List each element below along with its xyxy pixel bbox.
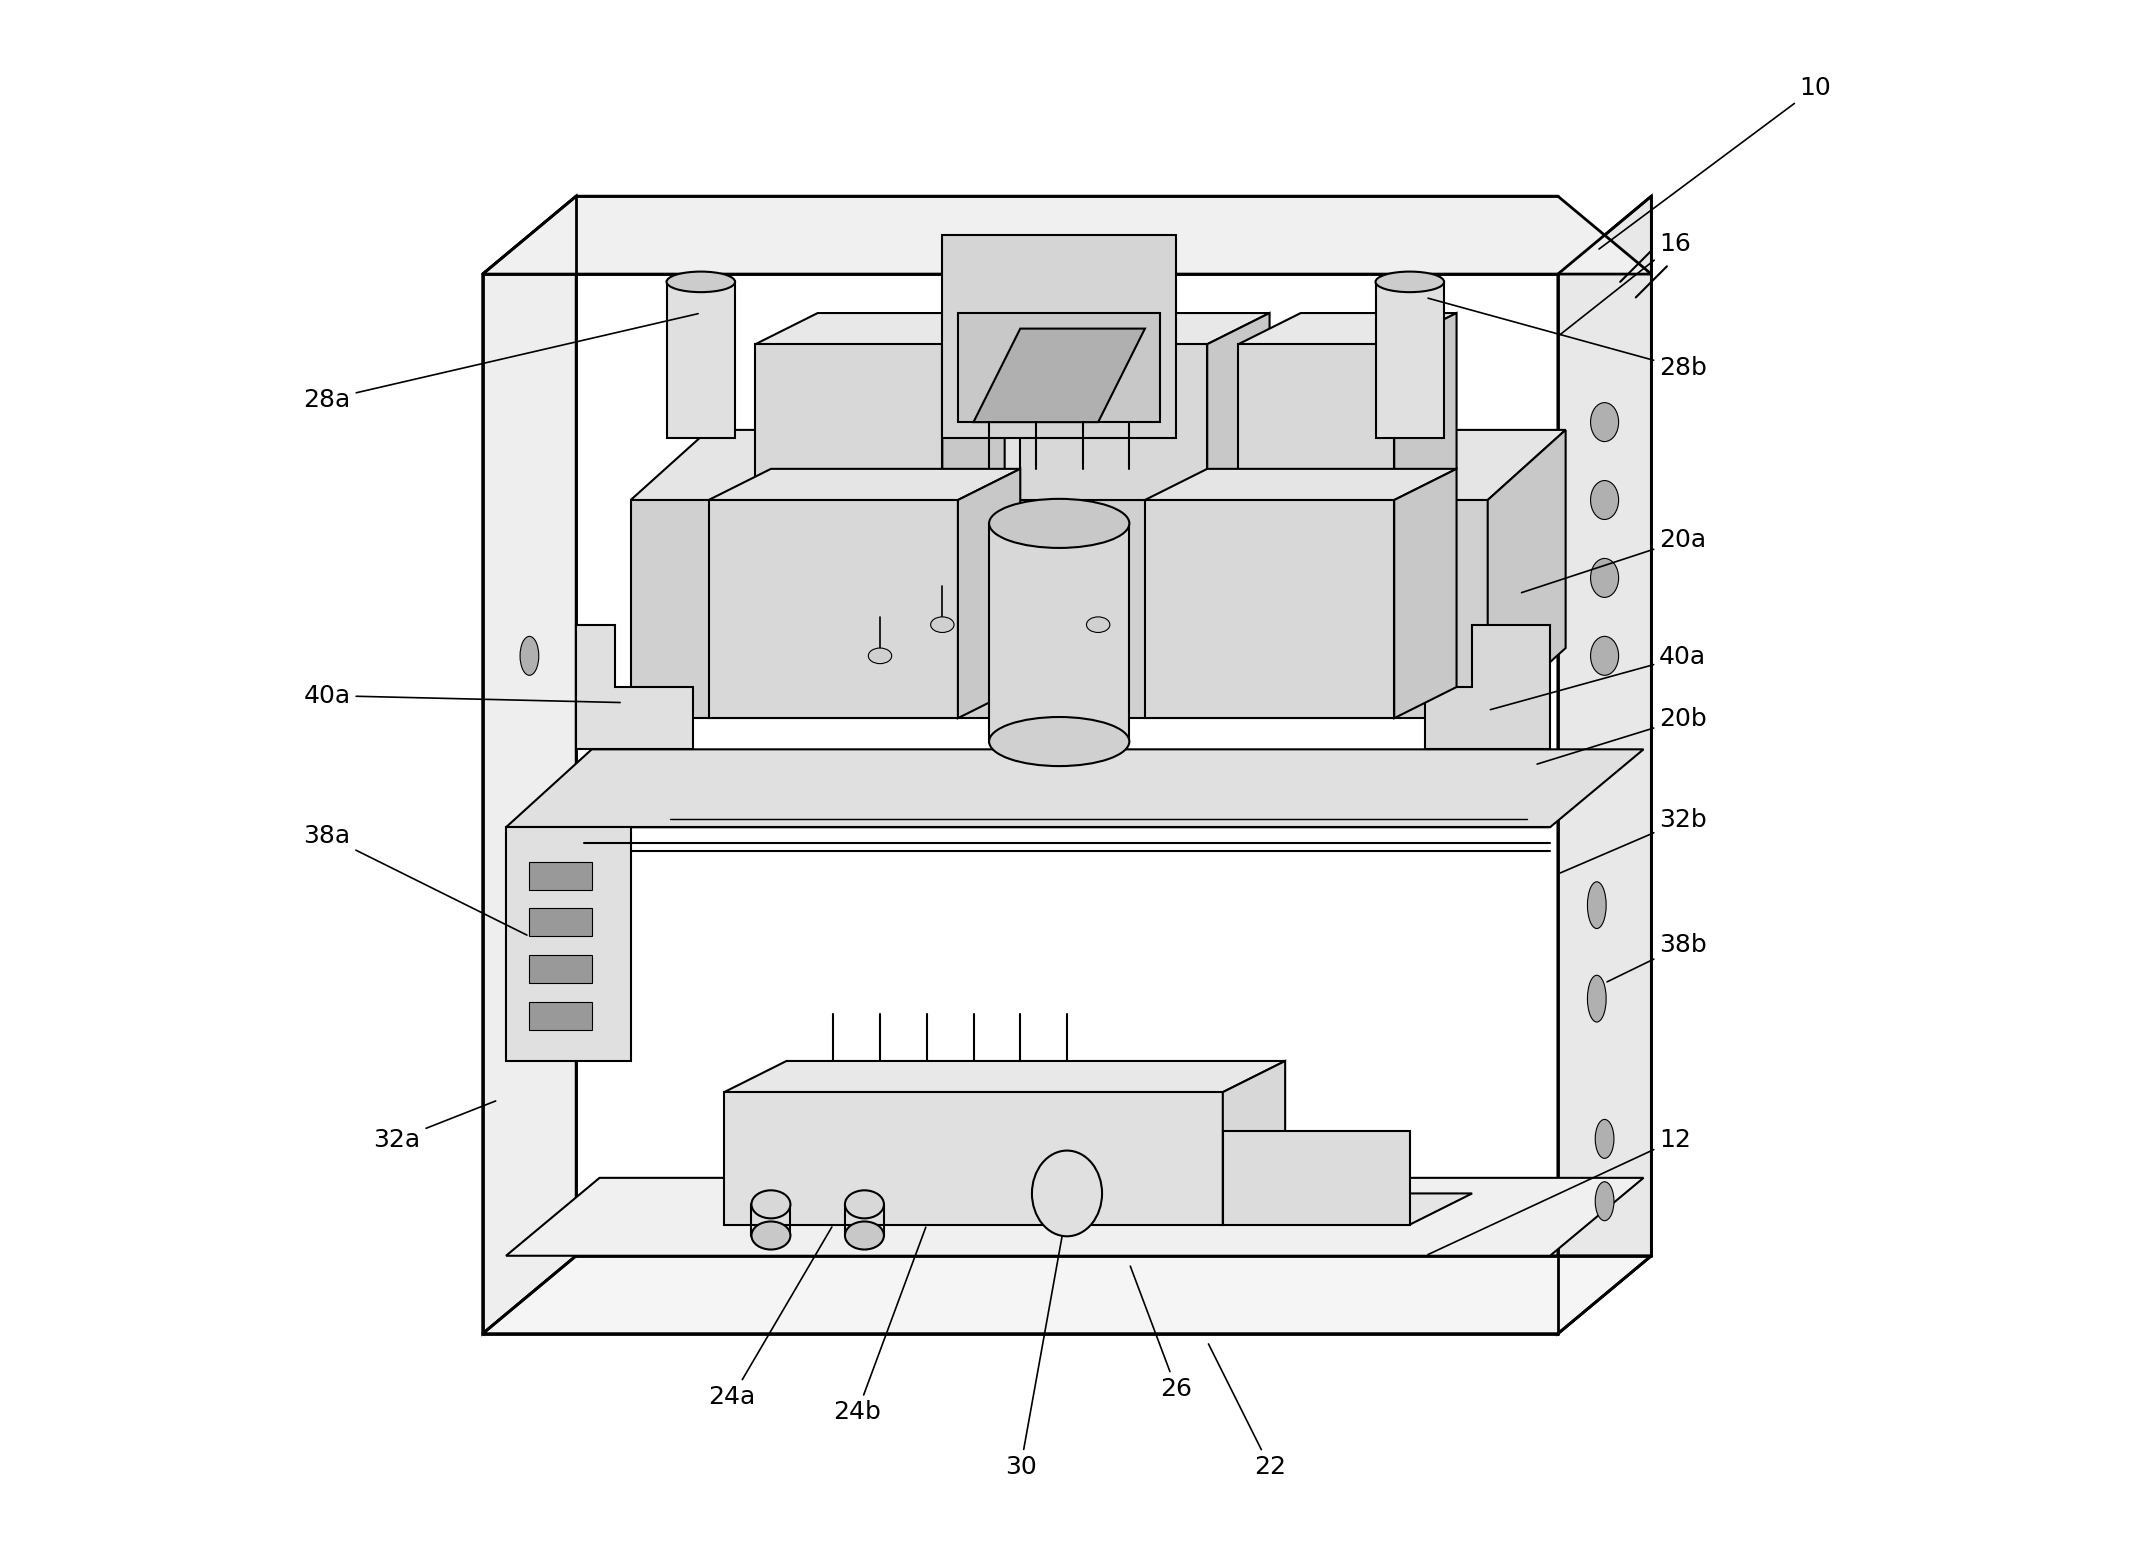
Polygon shape <box>723 1061 1285 1093</box>
Ellipse shape <box>1596 1182 1613 1221</box>
Ellipse shape <box>930 617 954 632</box>
Text: 40a: 40a <box>1490 645 1707 710</box>
Ellipse shape <box>1588 976 1607 1022</box>
Bar <box>666 283 734 437</box>
Polygon shape <box>1558 197 1652 1333</box>
Text: 24a: 24a <box>708 1227 832 1408</box>
Text: 26: 26 <box>1131 1266 1193 1402</box>
Polygon shape <box>632 500 1487 718</box>
Polygon shape <box>973 329 1146 421</box>
Ellipse shape <box>751 1221 790 1249</box>
Polygon shape <box>506 1179 1643 1255</box>
Bar <box>529 1002 591 1030</box>
Text: 38b: 38b <box>1607 933 1707 982</box>
Ellipse shape <box>1086 617 1110 632</box>
Ellipse shape <box>751 1191 790 1218</box>
Polygon shape <box>723 1093 1223 1224</box>
Polygon shape <box>943 236 1176 437</box>
Polygon shape <box>1394 314 1458 500</box>
Polygon shape <box>1020 314 1270 343</box>
Ellipse shape <box>845 1191 883 1218</box>
Polygon shape <box>708 468 1020 500</box>
Text: 28a: 28a <box>303 314 698 412</box>
Polygon shape <box>506 827 632 1061</box>
Ellipse shape <box>666 272 734 292</box>
Text: 20b: 20b <box>1536 707 1707 763</box>
Polygon shape <box>1394 468 1458 718</box>
Text: 22: 22 <box>1208 1344 1287 1478</box>
Polygon shape <box>1238 343 1394 500</box>
Text: 10: 10 <box>1598 76 1831 250</box>
Polygon shape <box>482 1255 1652 1333</box>
Polygon shape <box>708 500 958 718</box>
Polygon shape <box>1208 314 1270 500</box>
Bar <box>529 909 591 937</box>
Ellipse shape <box>1596 1119 1613 1158</box>
Polygon shape <box>482 197 1652 275</box>
Polygon shape <box>1223 1194 1472 1224</box>
Polygon shape <box>1223 1132 1411 1224</box>
Polygon shape <box>576 624 694 749</box>
Ellipse shape <box>988 500 1129 548</box>
Text: 40a: 40a <box>303 684 621 707</box>
Polygon shape <box>482 197 576 1333</box>
Polygon shape <box>506 749 1643 827</box>
Ellipse shape <box>845 1221 883 1249</box>
Text: 30: 30 <box>1005 1211 1067 1478</box>
Polygon shape <box>1146 500 1394 718</box>
Text: 32a: 32a <box>373 1101 495 1152</box>
Ellipse shape <box>1590 403 1618 442</box>
Ellipse shape <box>1590 481 1618 520</box>
Ellipse shape <box>1590 559 1618 598</box>
Ellipse shape <box>521 637 538 676</box>
Ellipse shape <box>988 716 1129 766</box>
Bar <box>529 862 591 890</box>
Bar <box>529 955 591 983</box>
Bar <box>1376 283 1445 437</box>
Polygon shape <box>1238 314 1458 343</box>
Polygon shape <box>1146 468 1458 500</box>
Bar <box>988 523 1129 741</box>
Text: 28b: 28b <box>1428 298 1707 381</box>
Text: 24b: 24b <box>832 1227 926 1424</box>
Text: 20a: 20a <box>1522 528 1707 593</box>
Polygon shape <box>1487 429 1566 718</box>
Ellipse shape <box>1376 272 1445 292</box>
Ellipse shape <box>869 648 892 663</box>
Text: 12: 12 <box>1428 1127 1690 1255</box>
Polygon shape <box>958 314 1161 421</box>
Polygon shape <box>943 314 1005 500</box>
Ellipse shape <box>1590 637 1618 676</box>
Polygon shape <box>755 343 943 500</box>
Polygon shape <box>632 429 1566 500</box>
Polygon shape <box>1426 624 1549 749</box>
Polygon shape <box>755 314 1005 343</box>
Ellipse shape <box>1588 882 1607 929</box>
Polygon shape <box>958 468 1020 718</box>
Text: 16: 16 <box>1560 231 1690 334</box>
Text: 38a: 38a <box>303 824 527 935</box>
Text: 32b: 32b <box>1560 809 1707 873</box>
Polygon shape <box>1223 1061 1285 1224</box>
Ellipse shape <box>1033 1150 1101 1236</box>
Polygon shape <box>1020 343 1208 500</box>
